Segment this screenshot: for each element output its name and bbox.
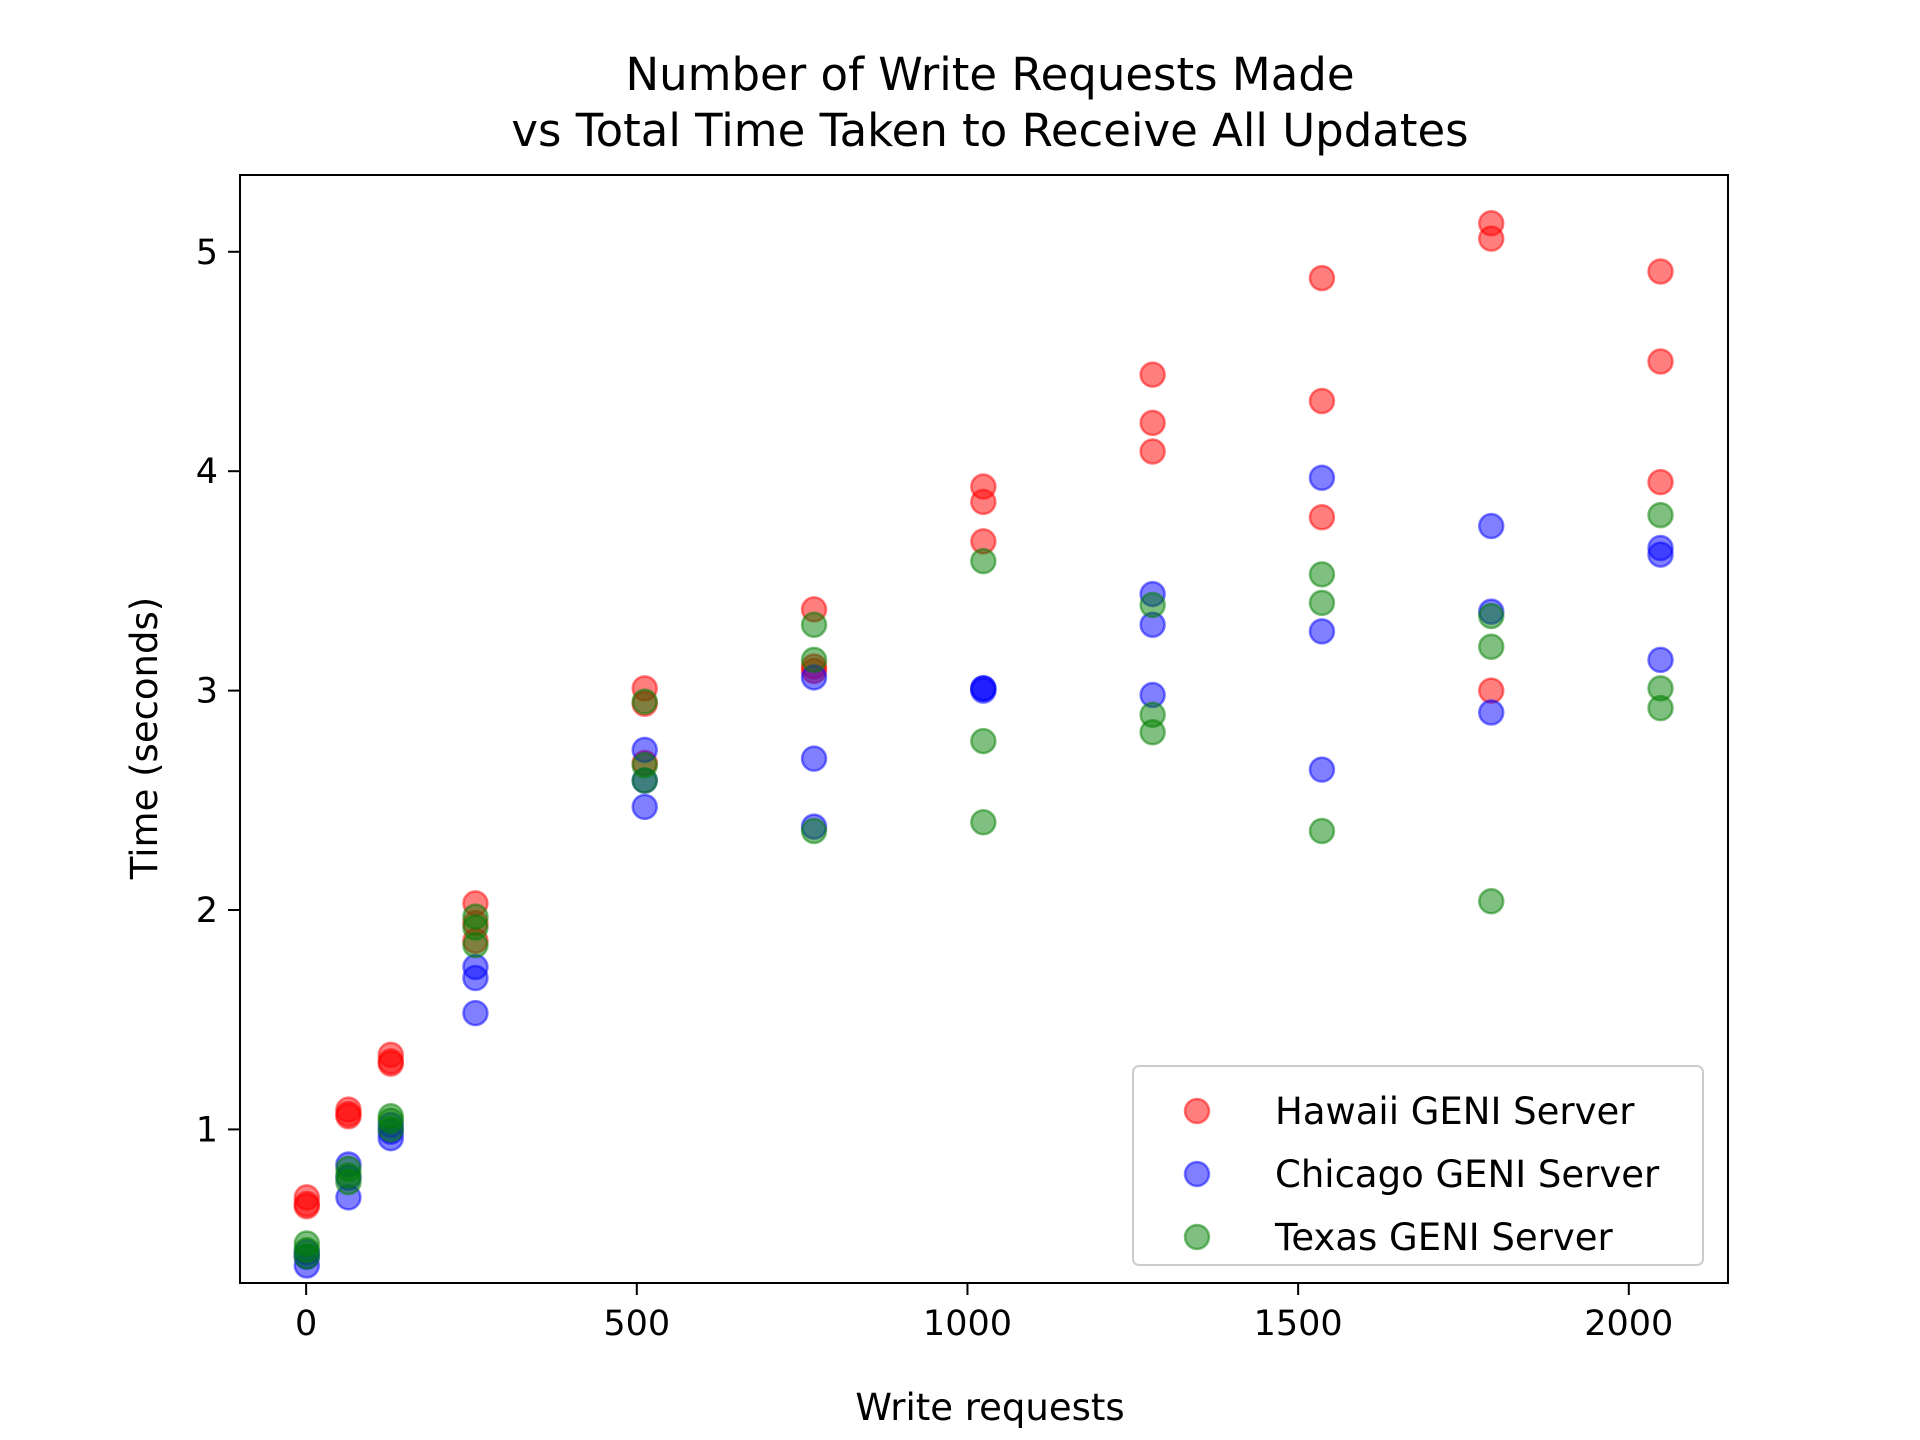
x-tick-label: 0 (295, 1304, 317, 1344)
data-point (1477, 677, 1505, 704)
data-point (1139, 701, 1166, 728)
x-tick-label: 1500 (1254, 1304, 1343, 1344)
data-point (1308, 387, 1336, 415)
legend-marker (1183, 1223, 1211, 1251)
data-point (293, 1230, 321, 1257)
data-point (1477, 602, 1505, 630)
y-tick-label: 3 (196, 672, 218, 712)
data-point (1477, 699, 1505, 726)
data-point (631, 793, 658, 821)
data-point (377, 1050, 405, 1077)
data-point (970, 547, 997, 575)
data-point (1647, 534, 1674, 562)
data-point (335, 1155, 362, 1183)
series-3 (293, 501, 1674, 1270)
data-point (1308, 464, 1336, 492)
data-point (1308, 756, 1336, 783)
data-point (1647, 675, 1674, 702)
data-point (462, 999, 489, 1027)
data-point (1477, 225, 1505, 252)
data-point (631, 688, 658, 715)
data-point (1139, 361, 1166, 388)
x-axis: 0 500 1000 1500 2000 (295, 1283, 1673, 1344)
data-point (970, 727, 997, 755)
data-point (631, 751, 658, 779)
y-axis-label: Time (seconds) (123, 597, 166, 880)
data-points (293, 210, 1674, 1279)
data-point (335, 1103, 362, 1130)
data-point (1139, 409, 1166, 437)
data-point (1647, 258, 1674, 285)
data-point (1139, 591, 1166, 619)
data-point (1477, 512, 1505, 540)
data-point (462, 903, 489, 930)
data-point (970, 488, 997, 516)
y-tick-label: 1 (196, 1110, 218, 1150)
data-point (1308, 504, 1336, 531)
data-point (800, 745, 828, 772)
plot-frame (239, 174, 1729, 1284)
data-point (800, 817, 828, 845)
data-point (970, 808, 997, 836)
legend-marker (1183, 1097, 1211, 1125)
x-tick-label: 500 (603, 1304, 670, 1344)
chart-title-line-1: Number of Write Requests Made (625, 48, 1354, 101)
legend-label: Texas GENI Server (1274, 1216, 1614, 1259)
data-point (1308, 618, 1336, 645)
legend: Hawaii GENI Server Chicago GENI Server Tex… (1132, 1065, 1704, 1266)
chart-title-line-2: vs Total Time Taken to Receive All Updat… (511, 104, 1468, 157)
y-tick-label: 2 (196, 891, 218, 931)
data-point (800, 646, 828, 674)
data-point (1139, 438, 1166, 465)
legend-label: Hawaii GENI Server (1275, 1090, 1635, 1133)
data-point (1308, 817, 1336, 845)
data-point (1308, 264, 1336, 292)
data-point (293, 1192, 321, 1220)
data-point (377, 1103, 405, 1130)
data-point (1308, 561, 1336, 588)
y-tick-label: 4 (196, 452, 218, 492)
data-point (1647, 348, 1674, 375)
data-point (1308, 589, 1336, 617)
data-point (1647, 501, 1674, 529)
y-tick-label: 5 (196, 233, 218, 273)
data-point (1477, 633, 1505, 660)
data-point (1477, 887, 1505, 915)
data-point (800, 611, 828, 639)
data-point (1647, 646, 1674, 674)
y-axis: 1 2 3 4 5 (196, 233, 240, 1150)
x-tick-label: 1000 (923, 1304, 1012, 1344)
data-point (970, 675, 997, 702)
x-tick-label: 2000 (1584, 1304, 1673, 1344)
data-point (462, 953, 489, 981)
legend-box (1132, 1065, 1704, 1266)
x-axis-label: Write requests (855, 1386, 1124, 1429)
legend-marker (1183, 1160, 1211, 1188)
legend-label: Chicago GENI Server (1275, 1153, 1660, 1196)
data-point (1647, 468, 1674, 496)
